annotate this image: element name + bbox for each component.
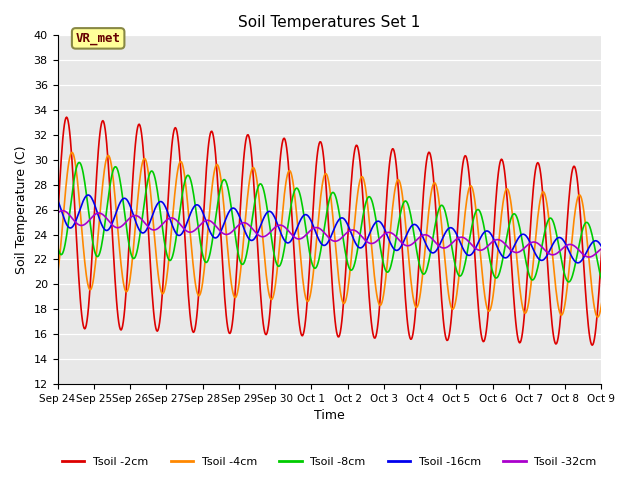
- Tsoil -8cm: [229, 216, 237, 222]
- Tsoil -2cm: [280, 135, 287, 141]
- Tsoil -8cm: [601, 281, 609, 287]
- Tsoil -4cm: [441, 255, 449, 261]
- Tsoil -4cm: [54, 272, 61, 278]
- Tsoil -16cm: [634, 246, 640, 252]
- Tsoil -2cm: [122, 286, 130, 291]
- Tsoil -16cm: [280, 236, 287, 242]
- Tsoil -32cm: [229, 228, 237, 234]
- Tsoil -8cm: [122, 224, 130, 229]
- Tsoil -32cm: [621, 256, 629, 262]
- X-axis label: Time: Time: [314, 409, 345, 422]
- Line: Tsoil -2cm: Tsoil -2cm: [58, 117, 637, 347]
- Line: Tsoil -16cm: Tsoil -16cm: [58, 195, 637, 265]
- Tsoil -8cm: [408, 220, 416, 226]
- Tsoil -4cm: [122, 289, 130, 295]
- Tsoil -2cm: [625, 344, 632, 349]
- Tsoil -32cm: [408, 241, 416, 247]
- Tsoil -8cm: [441, 207, 449, 213]
- Tsoil -8cm: [76, 159, 83, 165]
- Tsoil -16cm: [229, 205, 237, 211]
- Tsoil -4cm: [408, 288, 416, 294]
- Tsoil -4cm: [280, 198, 287, 204]
- Tsoil -8cm: [280, 250, 287, 255]
- Tsoil -4cm: [229, 290, 237, 296]
- Tsoil -16cm: [408, 223, 416, 228]
- Tsoil -2cm: [634, 257, 640, 263]
- Tsoil -2cm: [54, 219, 61, 225]
- Tsoil -16cm: [441, 231, 449, 237]
- Tsoil -16cm: [258, 220, 266, 226]
- Line: Tsoil -32cm: Tsoil -32cm: [58, 211, 637, 259]
- Tsoil -2cm: [441, 329, 449, 335]
- Tsoil -16cm: [84, 192, 92, 198]
- Tsoil -32cm: [280, 223, 287, 229]
- Tsoil -2cm: [63, 114, 70, 120]
- Tsoil -16cm: [54, 196, 61, 202]
- Tsoil -4cm: [258, 224, 266, 229]
- Tsoil -32cm: [122, 219, 130, 225]
- Tsoil -16cm: [122, 196, 130, 202]
- Tsoil -32cm: [59, 208, 67, 214]
- Tsoil -8cm: [634, 277, 640, 283]
- Legend: Tsoil -2cm, Tsoil -4cm, Tsoil -8cm, Tsoil -16cm, Tsoil -32cm: Tsoil -2cm, Tsoil -4cm, Tsoil -8cm, Tsoi…: [58, 452, 601, 471]
- Y-axis label: Soil Temperature (C): Soil Temperature (C): [15, 145, 28, 274]
- Tsoil -8cm: [54, 242, 61, 248]
- Tsoil -4cm: [630, 316, 637, 322]
- Title: Soil Temperatures Set 1: Soil Temperatures Set 1: [238, 15, 420, 30]
- Tsoil -32cm: [634, 248, 640, 254]
- Tsoil -32cm: [441, 245, 449, 251]
- Line: Tsoil -4cm: Tsoil -4cm: [58, 152, 637, 319]
- Text: VR_met: VR_met: [76, 32, 121, 45]
- Tsoil -2cm: [408, 335, 416, 340]
- Tsoil -8cm: [258, 182, 266, 188]
- Tsoil -4cm: [634, 305, 640, 311]
- Tsoil -2cm: [229, 315, 237, 321]
- Tsoil -32cm: [258, 234, 266, 240]
- Tsoil -32cm: [54, 210, 61, 216]
- Tsoil -16cm: [610, 263, 618, 268]
- Tsoil -4cm: [68, 149, 76, 155]
- Tsoil -2cm: [258, 306, 266, 312]
- Line: Tsoil -8cm: Tsoil -8cm: [58, 162, 637, 284]
